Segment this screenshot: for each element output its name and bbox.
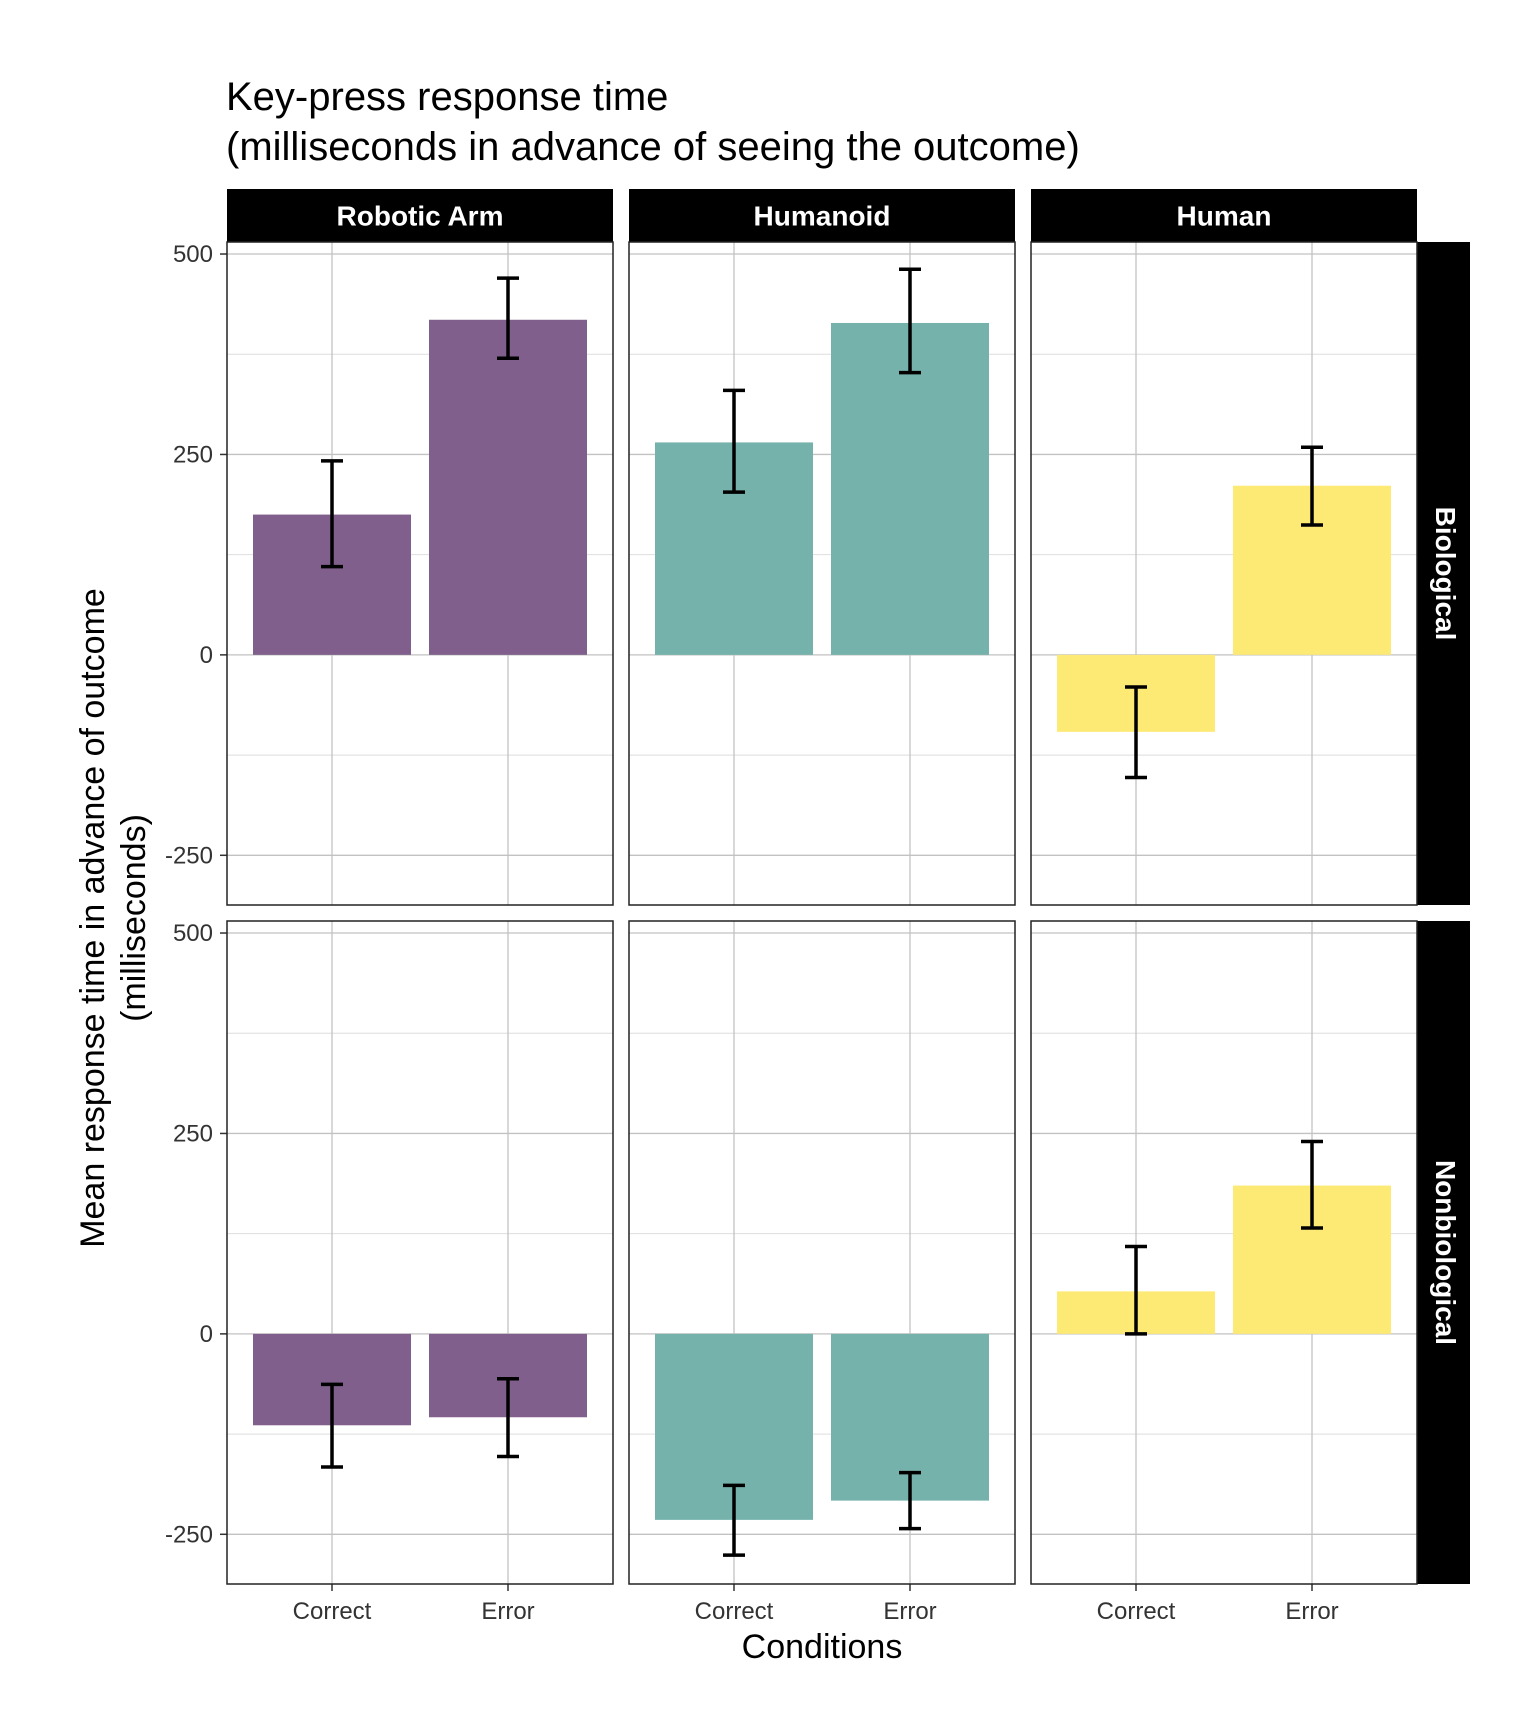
bar-biological-robotic-arm-error <box>429 319 587 655</box>
error-bar-biological-robotic-arm-error <box>497 276 519 360</box>
column-strip-label-human: Human <box>1177 201 1272 232</box>
panel-nonbiological-robotic-arm <box>226 920 614 1585</box>
x-tick-label-human-correct: Correct <box>1097 1598 1176 1625</box>
error-bar-nonbiological-human-correct <box>1125 1244 1147 1336</box>
panel-biological-robotic-arm <box>226 241 614 906</box>
y-tick-label-nonbiological-250: 250 <box>173 1120 213 1147</box>
error-bar-biological-robotic-arm-correct <box>321 459 343 569</box>
error-bar-nonbiological-robotic-arm-error <box>497 1377 519 1459</box>
panels-layer: Robotic Arm Humanoid Human Biological Nonbio… <box>165 189 1470 1625</box>
y-tick-label-biological-250: 250 <box>173 441 213 468</box>
bar-biological-humanoid-error <box>831 322 989 655</box>
y-axis-label-line-1: Mean response time in advance of outcome <box>74 588 112 1248</box>
y-tick-label-nonbiological-250: -250 <box>165 1521 213 1548</box>
panel-border <box>226 920 614 1585</box>
panel-border <box>226 241 614 906</box>
row-strip-label-nonbiological: Nonbiological <box>1430 1160 1461 1345</box>
panel-nonbiological-humanoid <box>628 920 1016 1585</box>
error-bar-biological-human-correct <box>1125 685 1147 780</box>
chart-title-line-1: Key-press response time <box>226 75 668 119</box>
y-tick-label-biological-250: -250 <box>165 842 213 869</box>
panel-nonbiological-human <box>1030 920 1418 1585</box>
y-tick-label-biological-0: 0 <box>200 642 213 669</box>
panel-border <box>628 920 1016 1585</box>
x-tick-label-robotic-arm-error: Error <box>481 1598 534 1625</box>
error-bar-nonbiological-humanoid-error <box>899 1470 921 1531</box>
panel-biological-human <box>1030 241 1418 906</box>
panel-border <box>628 241 1016 906</box>
chart-title-line-2: (milliseconds in advance of seeing the o… <box>226 125 1080 169</box>
column-strip-label-humanoid: Humanoid <box>754 201 891 232</box>
panel-background <box>227 921 613 1584</box>
row-strip-label-biological: Biological <box>1430 507 1461 641</box>
x-axis-label: Conditions <box>742 1628 903 1666</box>
error-bar-biological-humanoid-error <box>899 267 921 375</box>
error-bar-biological-humanoid-correct <box>723 388 745 494</box>
x-tick-label-human-error: Error <box>1285 1598 1338 1625</box>
column-strip-human <box>1031 189 1417 242</box>
x-tick-label-robotic-arm-correct: Correct <box>293 1598 372 1625</box>
y-axis-label-line-2: (milliseconds) <box>115 814 153 1022</box>
y-tick-label-nonbiological-0: 0 <box>200 1321 213 1348</box>
column-strip-robotic-arm <box>227 189 613 242</box>
x-tick-label-humanoid-correct: Correct <box>695 1598 774 1625</box>
y-tick-label-nonbiological-500: 500 <box>173 920 213 947</box>
error-bar-nonbiological-humanoid-correct <box>723 1483 745 1557</box>
row-strip-nonbiological <box>1417 921 1470 1584</box>
y-tick-label-biological-500: 500 <box>173 241 213 268</box>
panel-border <box>1030 920 1418 1585</box>
panel-biological-humanoid <box>628 241 1016 906</box>
column-strip-humanoid <box>629 189 1015 242</box>
x-tick-label-humanoid-error: Error <box>883 1598 936 1625</box>
panel-border <box>1030 241 1418 906</box>
error-bar-nonbiological-human-error <box>1301 1139 1323 1230</box>
error-bar-nonbiological-robotic-arm-correct <box>321 1382 343 1469</box>
error-bar-biological-human-error <box>1301 445 1323 527</box>
column-strip-label-robotic-arm: Robotic Arm <box>337 201 504 232</box>
row-strip-biological <box>1417 242 1470 905</box>
